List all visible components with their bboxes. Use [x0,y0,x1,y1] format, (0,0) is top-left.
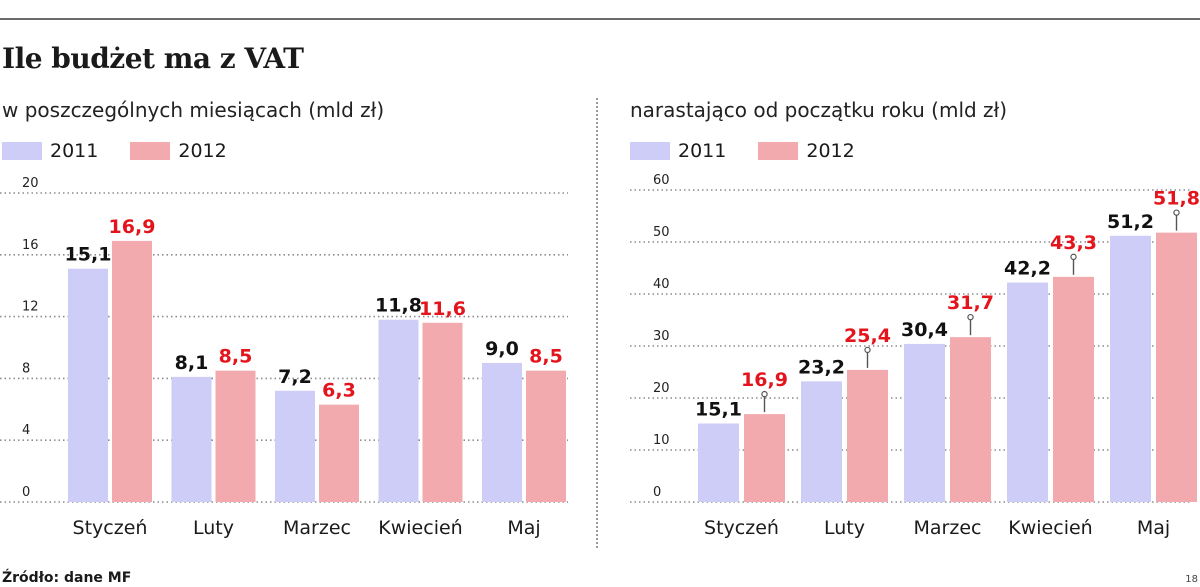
left-chart-subtitle: w poszczególnych miesiącach (mld zł) [2,98,385,122]
bar-2012-3 [1053,276,1094,502]
bar-2012-3 [422,322,463,502]
x-axis-label: Luty [193,517,234,539]
bar-2012-4 [526,370,566,502]
x-axis-label: Maj [1137,517,1170,539]
y-tick-label: 12 [22,300,39,315]
legend-swatch-2011 [2,142,42,160]
legend-label-2011: 2011 [50,140,99,162]
data-label-2011: 11,8 [375,295,422,317]
data-label-2011: 51,2 [1107,211,1154,233]
data-label-2011: 7,2 [278,366,312,388]
right-chart-subtitle: narastająco od początku roku (mld zł) [630,98,1008,122]
data-label-2012: 8,5 [219,346,253,368]
bar-2012-0 [112,240,152,502]
bar-2011-0 [698,423,739,502]
y-tick-label: 16 [22,238,39,253]
data-label-2012: 6,3 [322,380,356,402]
bar-2012-2 [950,337,991,502]
label-connector-dot [761,390,768,398]
bar-2011-2 [275,390,315,502]
legend-item-2012: 2012 [130,140,227,162]
bar-2011-2 [904,343,945,502]
data-label-2012: 25,4 [844,325,891,347]
legend-item-2011: 2011 [630,140,726,162]
data-label-2011: 15,1 [695,398,742,420]
x-axis-label: Maj [507,517,540,539]
legend-label-2012: 2012 [806,140,855,162]
legend-item-2012: 2012 [758,140,855,162]
bar-2011-4 [1110,235,1151,502]
source-note: Źródło: dane MF [2,570,132,586]
legend-swatch-2012 [758,142,799,160]
panel-divider [596,98,598,548]
legend-label-2012: 2012 [178,140,227,162]
bar-2011-1 [801,381,842,502]
label-connector-dot [864,346,871,354]
data-label-2012: 16,9 [741,369,788,391]
data-label-2012: 31,7 [947,292,994,314]
cumulative-vat-chart: 0 10 20 30 40 50 60 15,1 16,9 Styczeń 23,2 25,4 Luty… [630,173,1200,539]
bar-2012-0 [744,414,785,502]
x-axis-label: Marzec [283,517,351,539]
label-connector-dot [1070,253,1077,261]
bar-2011-3 [378,319,419,502]
data-label-2011: 42,2 [1004,258,1051,280]
legend-item-2011: 2011 [2,140,98,162]
top-rule [0,18,1200,20]
y-tick-label: 20 [653,381,670,396]
label-connector-dot [1173,209,1180,216]
data-label-2012: 43,3 [1050,232,1097,254]
x-axis-label: Marzec [914,517,982,539]
y-tick-label: 0 [653,485,661,500]
bar-2011-1 [171,376,212,502]
data-label-2011: 30,4 [901,319,948,341]
data-label-2011: 23,2 [798,356,845,378]
monthly-vat-chart: 0 4 8 12 16 20 15,1 16,9 Styczeń 8,1 8,5 Luty 7,2 6,3… [0,176,568,539]
bar-2012-1 [847,369,888,502]
y-tick-label: 10 [653,433,670,448]
x-axis-label: Styczeń [704,517,779,539]
y-tick-label: 50 [653,225,670,240]
bar-2011-0 [68,268,108,502]
data-label-2012: 11,6 [419,298,466,320]
data-label-2011: 9,0 [485,338,519,360]
y-tick-label: 0 [22,485,30,500]
legend-swatch-2012 [130,142,171,160]
bar-2011-4 [482,362,522,502]
chart-title: Ile budżet ma z VAT [2,42,304,75]
data-label-2012: 8,5 [529,346,563,368]
y-tick-label: 8 [22,361,30,376]
bar-2011-3 [1007,282,1048,502]
y-tick-label: 4 [22,423,30,438]
legend-swatch-2011 [630,142,670,160]
y-tick-label: 40 [653,277,670,292]
data-label-2012: 16,9 [109,216,156,238]
y-tick-label: 30 [653,329,670,344]
x-axis-label: Styczeń [73,517,148,539]
legend-label-2011: 2011 [678,140,727,162]
y-tick-label: 60 [653,173,670,188]
data-label-2011: 15,1 [65,244,112,266]
right-chart-legend: 2011 2012 [630,140,877,162]
x-axis-label: Luty [824,517,865,539]
bar-2012-2 [319,404,359,502]
left-chart-legend: 2011 2012 [2,140,249,162]
x-axis-label: Kwiecień [378,517,462,539]
data-label-2012: 51,8 [1153,188,1200,210]
page-number: 18 [1185,574,1198,585]
y-tick-label: 20 [22,176,39,191]
bar-2012-1 [215,370,256,502]
label-connector-dot [967,313,974,321]
data-label-2011: 8,1 [175,352,209,374]
bar-2012-4 [1156,232,1197,502]
x-axis-label: Kwiecień [1008,517,1092,539]
